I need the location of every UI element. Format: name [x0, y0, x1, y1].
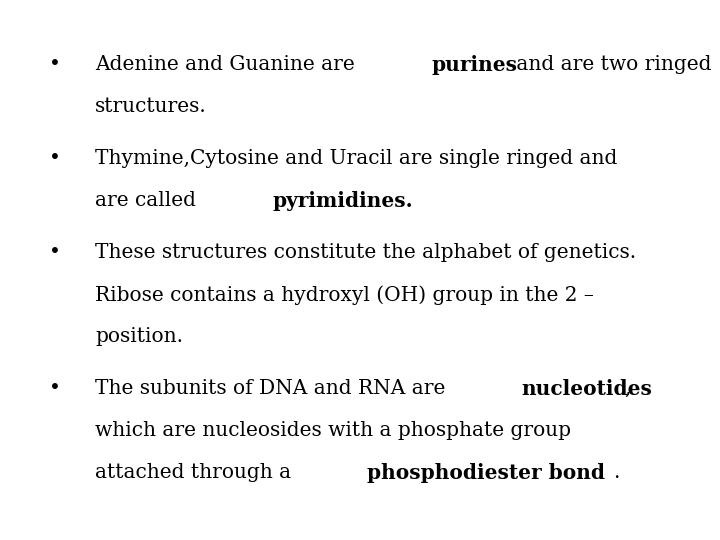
- Text: Thymine,Cytosine and Uracil are single ringed and: Thymine,Cytosine and Uracil are single r…: [95, 149, 617, 168]
- Text: ,: ,: [624, 379, 631, 398]
- Text: The subunits of DNA and RNA are: The subunits of DNA and RNA are: [95, 379, 451, 398]
- Text: •: •: [49, 379, 61, 398]
- Text: pyrimidines.: pyrimidines.: [272, 191, 413, 211]
- Text: structures.: structures.: [95, 97, 207, 116]
- Text: position.: position.: [95, 327, 183, 346]
- Text: These structures constitute the alphabet of genetics.: These structures constitute the alphabet…: [95, 243, 636, 262]
- Text: phosphodiester bond: phosphodiester bond: [367, 463, 606, 483]
- Text: purines: purines: [431, 55, 517, 75]
- Text: which are nucleosides with a phosphate group: which are nucleosides with a phosphate g…: [95, 421, 571, 440]
- Text: and are two ringed: and are two ringed: [510, 55, 711, 74]
- Text: are called: are called: [95, 191, 202, 210]
- Text: •: •: [49, 55, 61, 74]
- Text: nucleotides: nucleotides: [522, 379, 652, 399]
- Text: •: •: [49, 149, 61, 168]
- Text: attached through a: attached through a: [95, 463, 297, 482]
- Text: Adenine and Guanine are: Adenine and Guanine are: [95, 55, 361, 74]
- Text: •: •: [49, 243, 61, 262]
- Text: Ribose contains a hydroxyl (OH) group in the 2 –: Ribose contains a hydroxyl (OH) group in…: [95, 285, 594, 305]
- Text: .: .: [613, 463, 619, 482]
